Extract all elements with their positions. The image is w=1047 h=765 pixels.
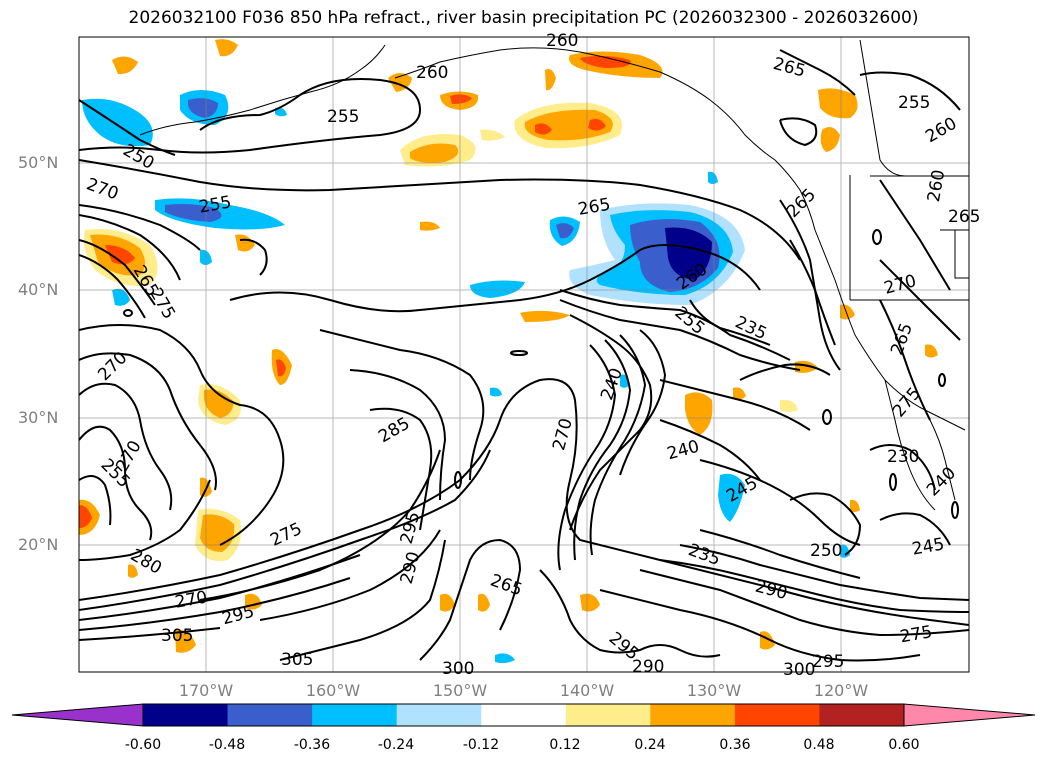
contour-label: 250 [810, 541, 842, 561]
contour-label: 265 [948, 207, 980, 227]
contour-label: 305 [281, 650, 313, 670]
colorbar-tick-label: -0.60 [124, 737, 162, 753]
contour-label: 260 [416, 63, 448, 83]
lat-label: 30°N [18, 408, 59, 427]
colorbar-tick-label: 0.60 [888, 737, 920, 753]
lon-label: 140°W [559, 681, 615, 700]
colorbar-frame [142, 703, 905, 727]
colorbar-tick-label: -0.48 [208, 737, 246, 753]
small-contours [123, 229, 959, 519]
colorbar-tick-label: -0.24 [377, 737, 415, 753]
contour-label: 260 [546, 31, 578, 51]
contour-label: 305 [161, 626, 193, 646]
colorbar-extend-low [11, 703, 144, 727]
contour-label: 255 [898, 93, 930, 113]
contour-label: 295 [812, 652, 844, 672]
lon-label: 160°W [305, 681, 361, 700]
lon-label: 130°W [686, 681, 742, 700]
colorbar-segment [650, 704, 736, 726]
colorbar-segment [734, 704, 820, 726]
refractivity-contours [79, 49, 969, 662]
colorbar [11, 703, 1036, 727]
colorbar-segment [312, 704, 398, 726]
colorbar-segment [819, 704, 905, 726]
plot-frame [78, 36, 970, 673]
coastlines [139, 39, 969, 511]
colorbar-segment [227, 704, 313, 726]
lat-label: 40°N [18, 280, 59, 299]
lat-label: 50°N [18, 153, 59, 172]
colorbar-tick-label: 0.24 [634, 737, 666, 753]
colorbar-extend-high [903, 703, 1036, 727]
colorbar-tick-label: -0.36 [293, 737, 331, 753]
contour-label: 300 [783, 660, 815, 680]
colorbar-tick-label: 0.48 [803, 737, 835, 753]
map-title: 2026032100 F036 850 hPa refract., river … [128, 8, 919, 28]
colorbar-segment [565, 704, 651, 726]
colorbar-tick-label: 0.12 [549, 737, 581, 753]
gridlines [79, 37, 969, 672]
contour-label: 255 [327, 107, 359, 127]
colorbar-tick-label: -0.12 [462, 737, 500, 753]
colorbar-tick-label: 0.36 [719, 737, 751, 753]
lon-label: 120°W [813, 681, 869, 700]
lon-label: 170°W [178, 681, 234, 700]
contour-label: 230 [887, 447, 919, 467]
lat-label: 20°N [18, 535, 59, 554]
colorbar-segment [143, 704, 229, 726]
contour-label: 290 [632, 657, 664, 677]
contour-label: 300 [442, 659, 474, 679]
lon-label: 150°W [432, 681, 488, 700]
colorbar-segment [396, 704, 482, 726]
colorbar-segment [481, 704, 567, 726]
contour-label-group: 260 265 260 255 250 255 270 255 265 255 … [84, 31, 981, 680]
